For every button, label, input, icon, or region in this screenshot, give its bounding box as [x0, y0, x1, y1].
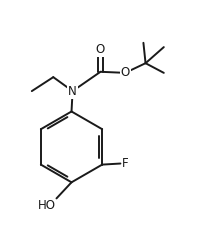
Text: O: O: [96, 43, 105, 56]
Text: F: F: [122, 157, 129, 170]
Text: N: N: [68, 84, 77, 98]
Text: HO: HO: [37, 199, 56, 213]
Text: O: O: [121, 66, 130, 79]
